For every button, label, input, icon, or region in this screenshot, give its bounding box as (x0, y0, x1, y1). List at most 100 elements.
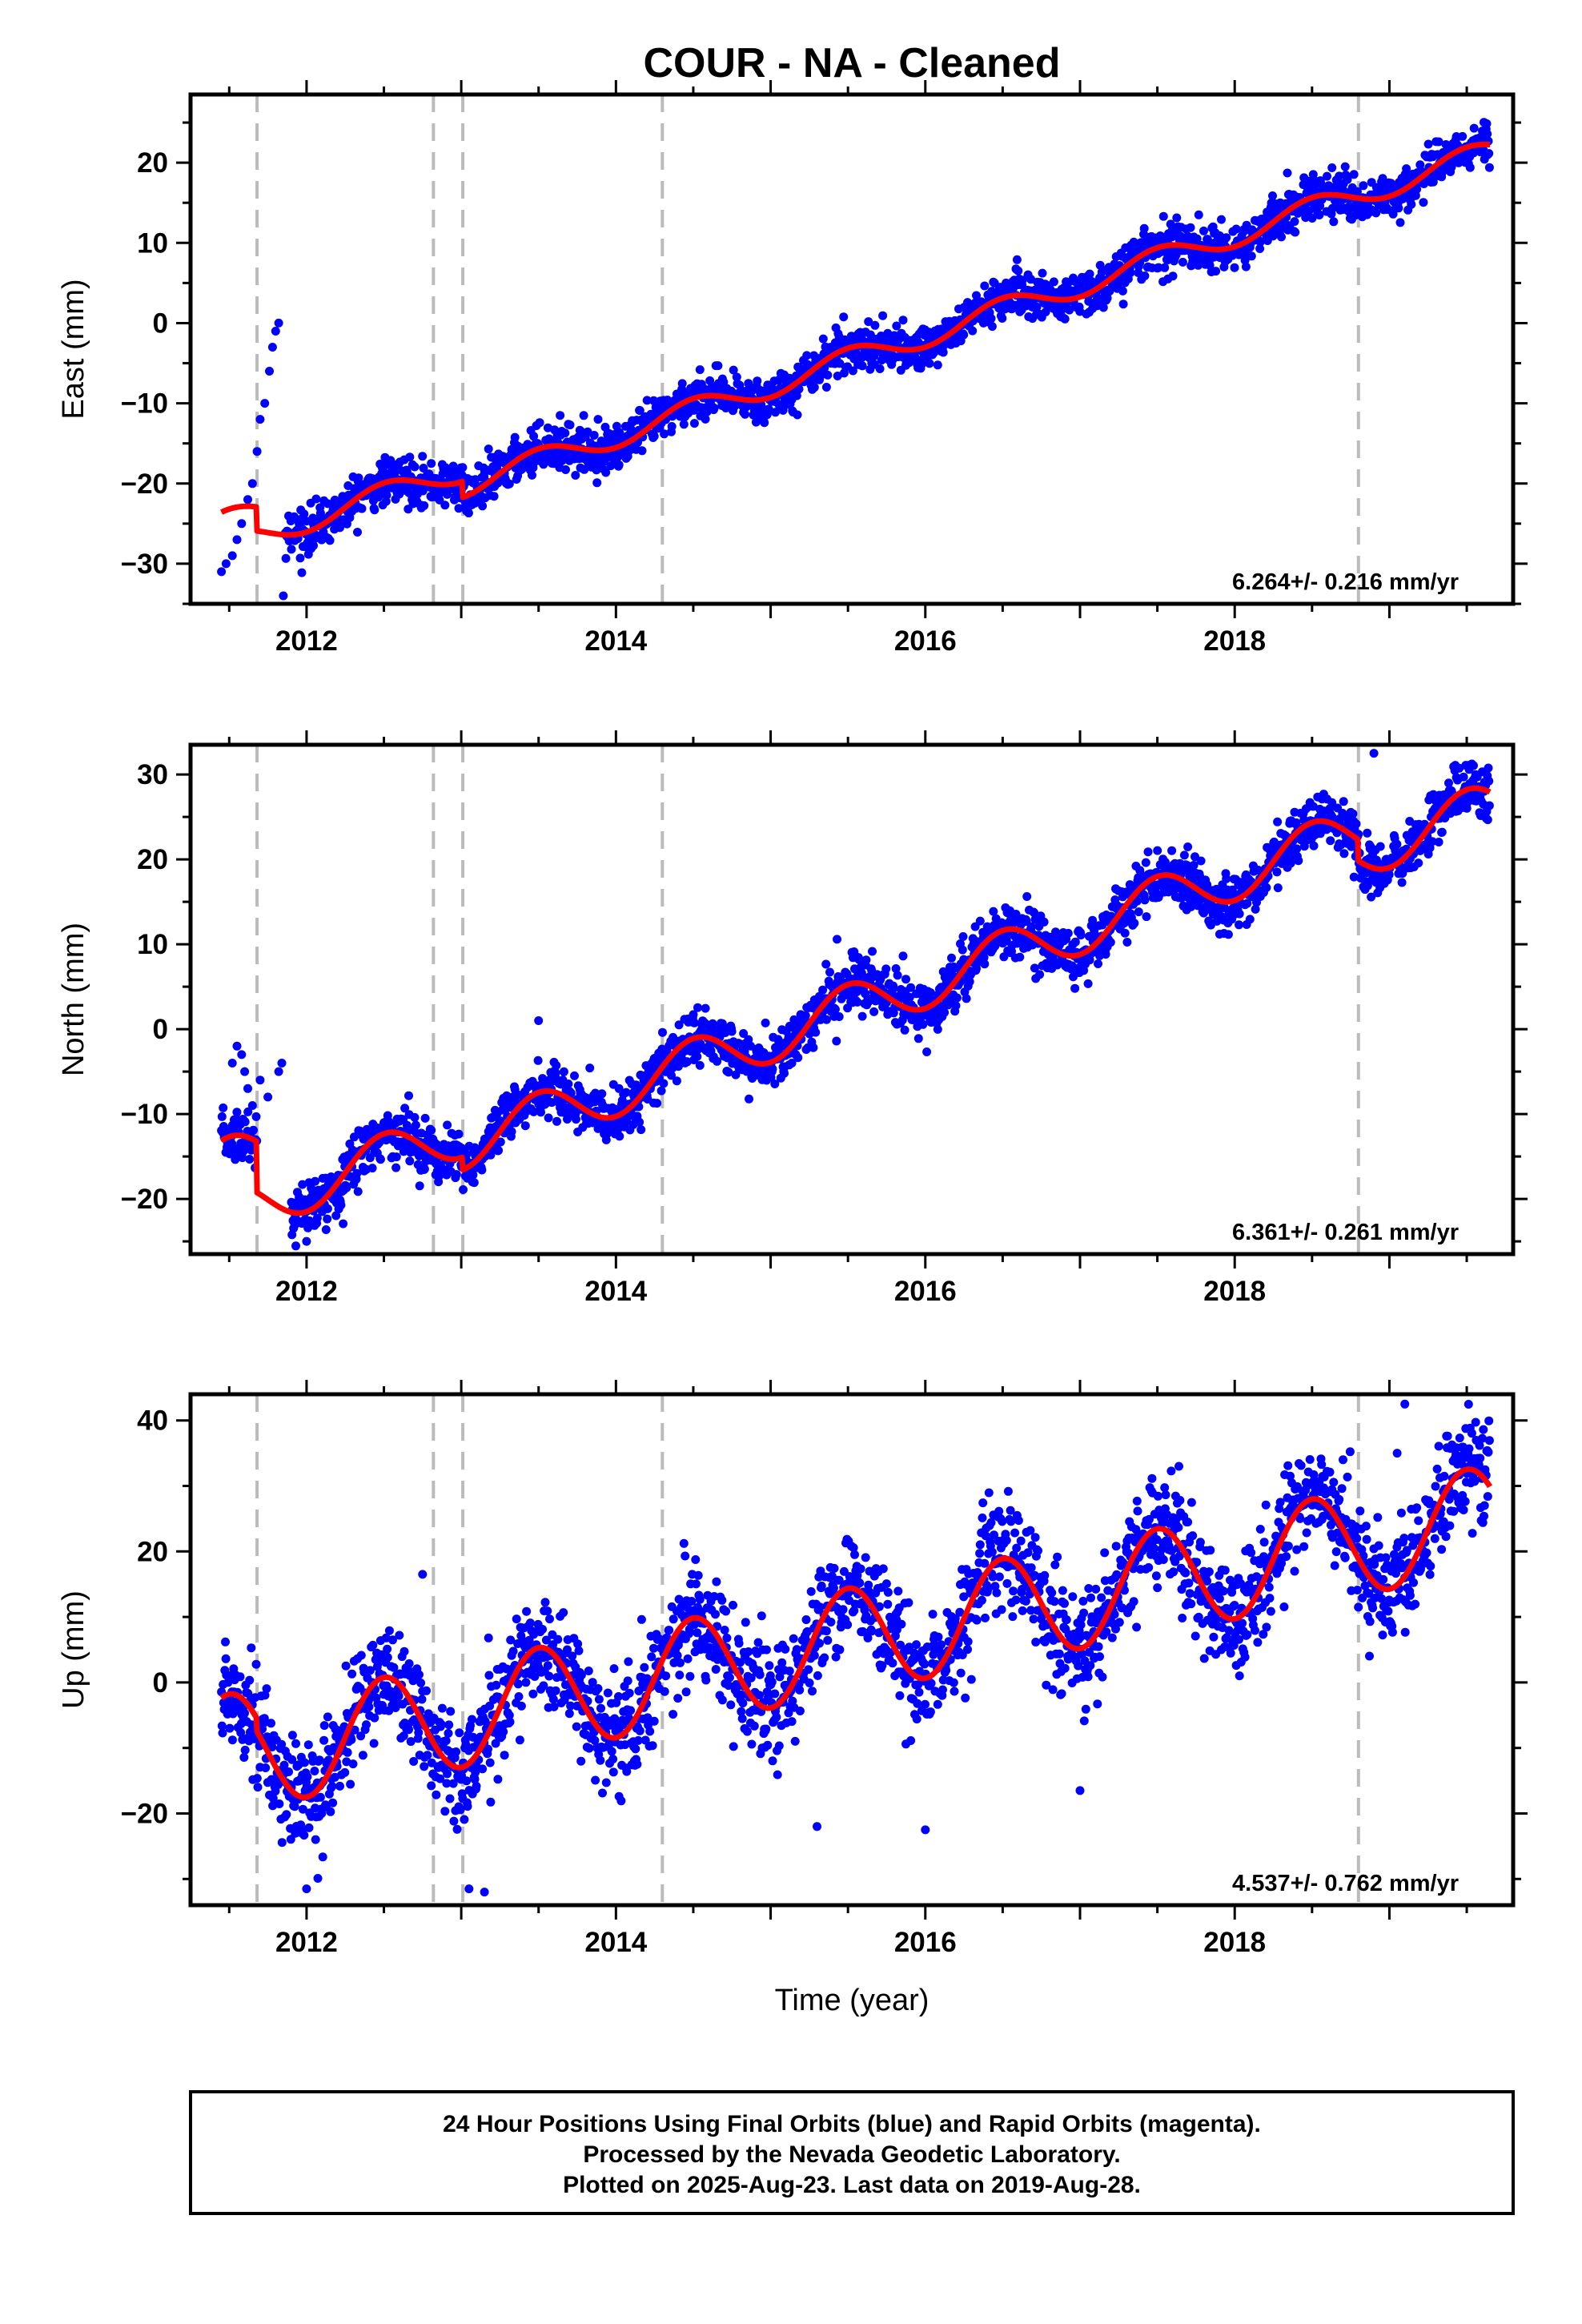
data-point (311, 494, 321, 504)
data-point (217, 1112, 227, 1121)
data-point (792, 391, 801, 400)
data-point (825, 967, 834, 977)
data-point (1272, 867, 1282, 877)
data-point (364, 1702, 374, 1711)
data-point (533, 1055, 543, 1065)
data-point (1038, 268, 1047, 278)
data-point (251, 1112, 261, 1121)
data-point (328, 1798, 338, 1807)
data-point (323, 1204, 332, 1213)
data-point (368, 1640, 378, 1650)
data-point (893, 971, 902, 980)
data-point (952, 993, 962, 1003)
data-point (809, 383, 819, 392)
data-point (1222, 233, 1231, 243)
data-point (274, 318, 283, 328)
data-point (458, 463, 468, 472)
data-point (1084, 296, 1094, 306)
data-point (319, 1735, 329, 1745)
data-point (552, 1116, 561, 1126)
data-point (593, 415, 603, 424)
data-point (951, 1001, 961, 1011)
data-point (1070, 937, 1080, 947)
data-point (1369, 749, 1379, 758)
data-point (255, 1076, 265, 1085)
data-point (303, 1740, 313, 1750)
data-point (384, 1626, 394, 1635)
data-point (1015, 952, 1025, 962)
data-point (543, 423, 552, 432)
data-point (1018, 275, 1027, 285)
data-point (1199, 226, 1208, 235)
data-point (477, 1165, 487, 1175)
data-point (1094, 959, 1102, 968)
data-point (1351, 819, 1361, 829)
data-point (1122, 938, 1132, 947)
data-point (277, 1838, 287, 1848)
data-point (252, 1774, 262, 1783)
data-point (390, 468, 400, 477)
data-point (793, 1053, 803, 1063)
data-point (958, 945, 967, 955)
data-point (404, 1091, 413, 1100)
data-point (520, 1121, 530, 1131)
data-point (349, 1132, 359, 1142)
data-point (312, 1213, 322, 1223)
data-point (1437, 827, 1447, 837)
data-point (221, 1637, 230, 1647)
data-point (409, 1757, 419, 1766)
data-point (252, 447, 262, 456)
data-point (267, 343, 277, 352)
x-tick-label: 2014 (584, 1276, 647, 1307)
data-point (857, 361, 867, 371)
data-point (358, 1751, 367, 1760)
data-point (235, 1672, 245, 1682)
data-point (940, 1007, 950, 1017)
data-point (291, 1739, 300, 1748)
data-point (667, 422, 677, 431)
y-tick-label: −30 (121, 549, 168, 580)
data-point (1186, 223, 1195, 232)
data-point (1286, 858, 1295, 868)
data-point (243, 1107, 253, 1116)
model-line (219, 141, 1492, 538)
data-point (1483, 129, 1492, 139)
data-point (729, 365, 738, 375)
data-point (1371, 208, 1381, 218)
data-point (878, 311, 888, 320)
data-point (556, 411, 565, 420)
data-point (821, 959, 831, 969)
data-point (1070, 983, 1080, 993)
data-point (1222, 874, 1231, 883)
data-point (492, 459, 502, 468)
data-point (1407, 199, 1416, 209)
data-point (679, 420, 689, 429)
data-point (898, 951, 908, 961)
data-point (261, 1763, 271, 1772)
data-point (484, 444, 493, 454)
data-point (1134, 907, 1143, 917)
rate-label: 6.361+/- 0.261 mm/yr (1232, 1220, 1459, 1245)
data-point (237, 1050, 247, 1059)
data-point (219, 1103, 228, 1112)
data-point (232, 1108, 242, 1117)
data-point (335, 1781, 344, 1791)
data-point (585, 1063, 595, 1073)
data-point (536, 1108, 545, 1117)
data-point (299, 509, 309, 519)
data-point (892, 321, 901, 331)
data-point (327, 1782, 337, 1791)
data-point (313, 1874, 323, 1883)
data-point (693, 1051, 702, 1061)
data-point (1309, 841, 1319, 850)
data-point (821, 383, 831, 392)
data-point (464, 509, 473, 518)
data-point (1484, 149, 1494, 159)
data-point (311, 1835, 320, 1844)
data-point (925, 359, 934, 368)
data-point (1392, 839, 1402, 849)
data-point (1118, 286, 1127, 296)
data-point (279, 591, 288, 601)
x-tick-label: 2012 (275, 625, 338, 657)
